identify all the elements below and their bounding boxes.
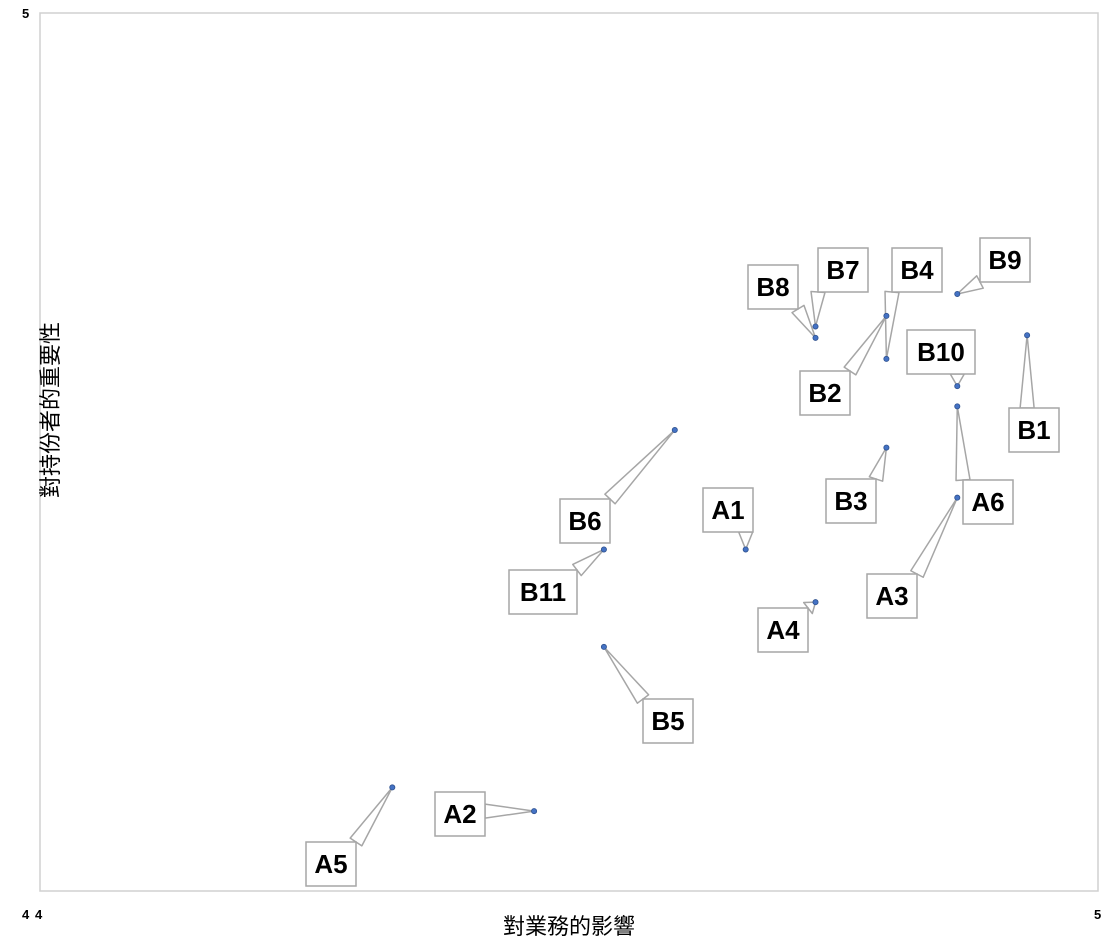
data-point-b7 <box>812 323 819 330</box>
data-label-a1: A1 <box>711 495 744 525</box>
data-label-b6: B6 <box>568 506 601 536</box>
data-point-b3 <box>883 444 890 451</box>
data-point-b8 <box>812 334 819 341</box>
label-box-a6 <box>962 479 1014 525</box>
label-box-b4 <box>891 247 943 293</box>
label-box-b7 <box>817 247 869 293</box>
data-label-b4: B4 <box>900 255 934 285</box>
data-label-b2: B2 <box>808 378 841 408</box>
label-box-b3 <box>825 478 877 524</box>
data-point-a5 <box>389 784 396 791</box>
data-label-a4: A4 <box>766 615 800 645</box>
data-point-b2 <box>883 312 890 319</box>
y-tick-top: 5 <box>22 6 29 21</box>
data-point-b10 <box>954 383 961 390</box>
label-box-a2 <box>434 791 486 837</box>
data-point-a4 <box>812 599 819 606</box>
x-axis-title: 對業務的影響 <box>503 915 635 940</box>
data-label-a6: A6 <box>971 487 1004 517</box>
label-box-b8 <box>747 264 799 310</box>
plot-area <box>39 12 1099 892</box>
data-label-b11: B11 <box>520 577 566 607</box>
data-label-b3: B3 <box>834 486 867 516</box>
label-box-b1 <box>1008 407 1060 453</box>
data-point-b6 <box>671 427 678 434</box>
data-point-b9 <box>954 290 961 297</box>
data-label-a5: A5 <box>314 849 347 879</box>
label-box-a1 <box>702 487 754 533</box>
label-box-b11 <box>508 569 578 615</box>
label-box-b5 <box>642 698 694 744</box>
data-label-b7: B7 <box>826 255 859 285</box>
data-labels: A1 A2 A3 A4 A5 A6 B1 B2 B3 B4 B5 B6 B7 B8 B9 B10 B11 <box>305 237 1060 887</box>
label-box-b2 <box>799 370 851 416</box>
data-label-a3: A3 <box>875 581 908 611</box>
data-point-a2 <box>531 808 538 815</box>
data-label-b1: B1 <box>1017 415 1050 445</box>
data-point-a1 <box>742 546 749 553</box>
data-point-b1 <box>1024 332 1031 339</box>
x-tick-right: 5 <box>1094 907 1101 922</box>
data-point-b11 <box>600 546 607 553</box>
data-label-a2: A2 <box>443 799 476 829</box>
label-box-b9 <box>979 237 1031 283</box>
label-box-a3 <box>866 573 918 619</box>
data-point-b4 <box>883 355 890 362</box>
label-box-b6 <box>559 498 611 544</box>
label-box-a5 <box>305 841 357 887</box>
label-box-b10 <box>906 329 976 375</box>
data-point-b5 <box>600 643 607 650</box>
label-box-a4 <box>757 607 809 653</box>
data-label-b8: B8 <box>756 272 789 302</box>
data-point-a3 <box>954 494 961 501</box>
data-label-b5: B5 <box>651 706 684 736</box>
x-tick-left: 4 <box>35 907 43 922</box>
y-tick-bottom: 4 <box>22 907 30 922</box>
data-points <box>389 290 1031 815</box>
data-point-a6 <box>954 403 961 410</box>
y-axis-title: 對持份者的重要性 <box>39 322 64 498</box>
data-label-b9: B9 <box>988 245 1021 275</box>
data-label-b10: B10 <box>917 337 965 367</box>
